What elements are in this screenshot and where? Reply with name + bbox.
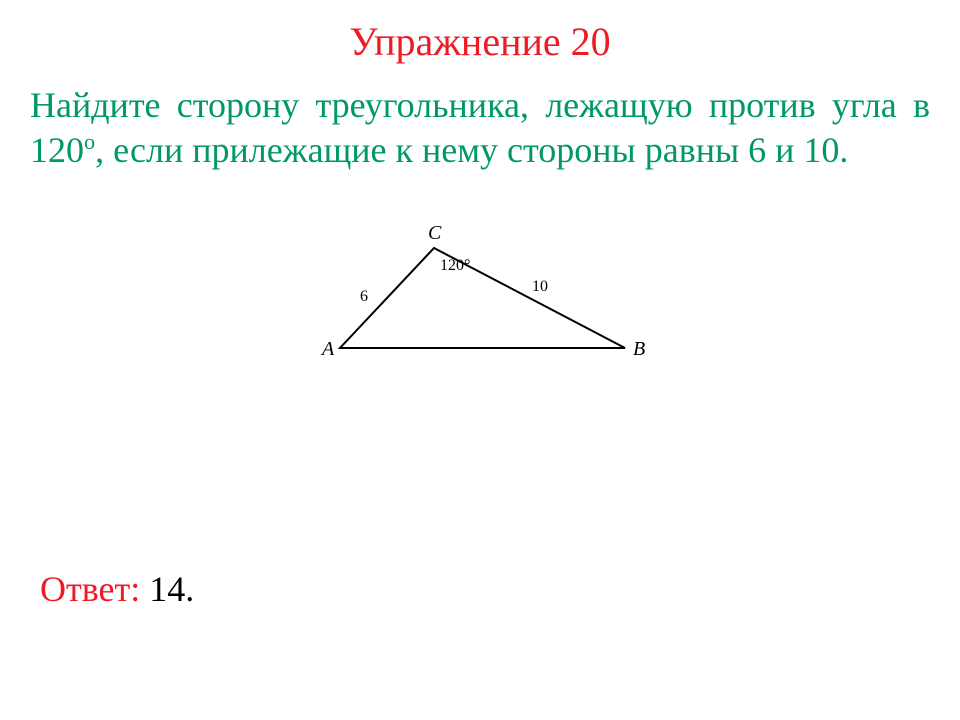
triangle-shape — [340, 248, 625, 348]
exercise-title: Упражнение 20 — [0, 0, 960, 65]
answer-value: 14. — [140, 569, 194, 609]
vertex-label-c: C — [428, 222, 442, 244]
triangle-svg: A B C 6 10 120° — [300, 213, 660, 373]
answer-line: Ответ: 14. — [40, 568, 194, 610]
angle-label: 120° — [440, 257, 470, 274]
answer-label: Ответ: — [40, 569, 140, 609]
triangle-figure: A B C 6 10 120° — [0, 213, 960, 378]
problem-statement: Найдите сторону треугольника, лежащую пр… — [0, 65, 960, 173]
side-label-ac: 6 — [360, 288, 368, 305]
vertex-label-a: A — [320, 338, 335, 360]
vertex-label-b: B — [633, 338, 645, 360]
side-label-cb: 10 — [532, 278, 548, 295]
